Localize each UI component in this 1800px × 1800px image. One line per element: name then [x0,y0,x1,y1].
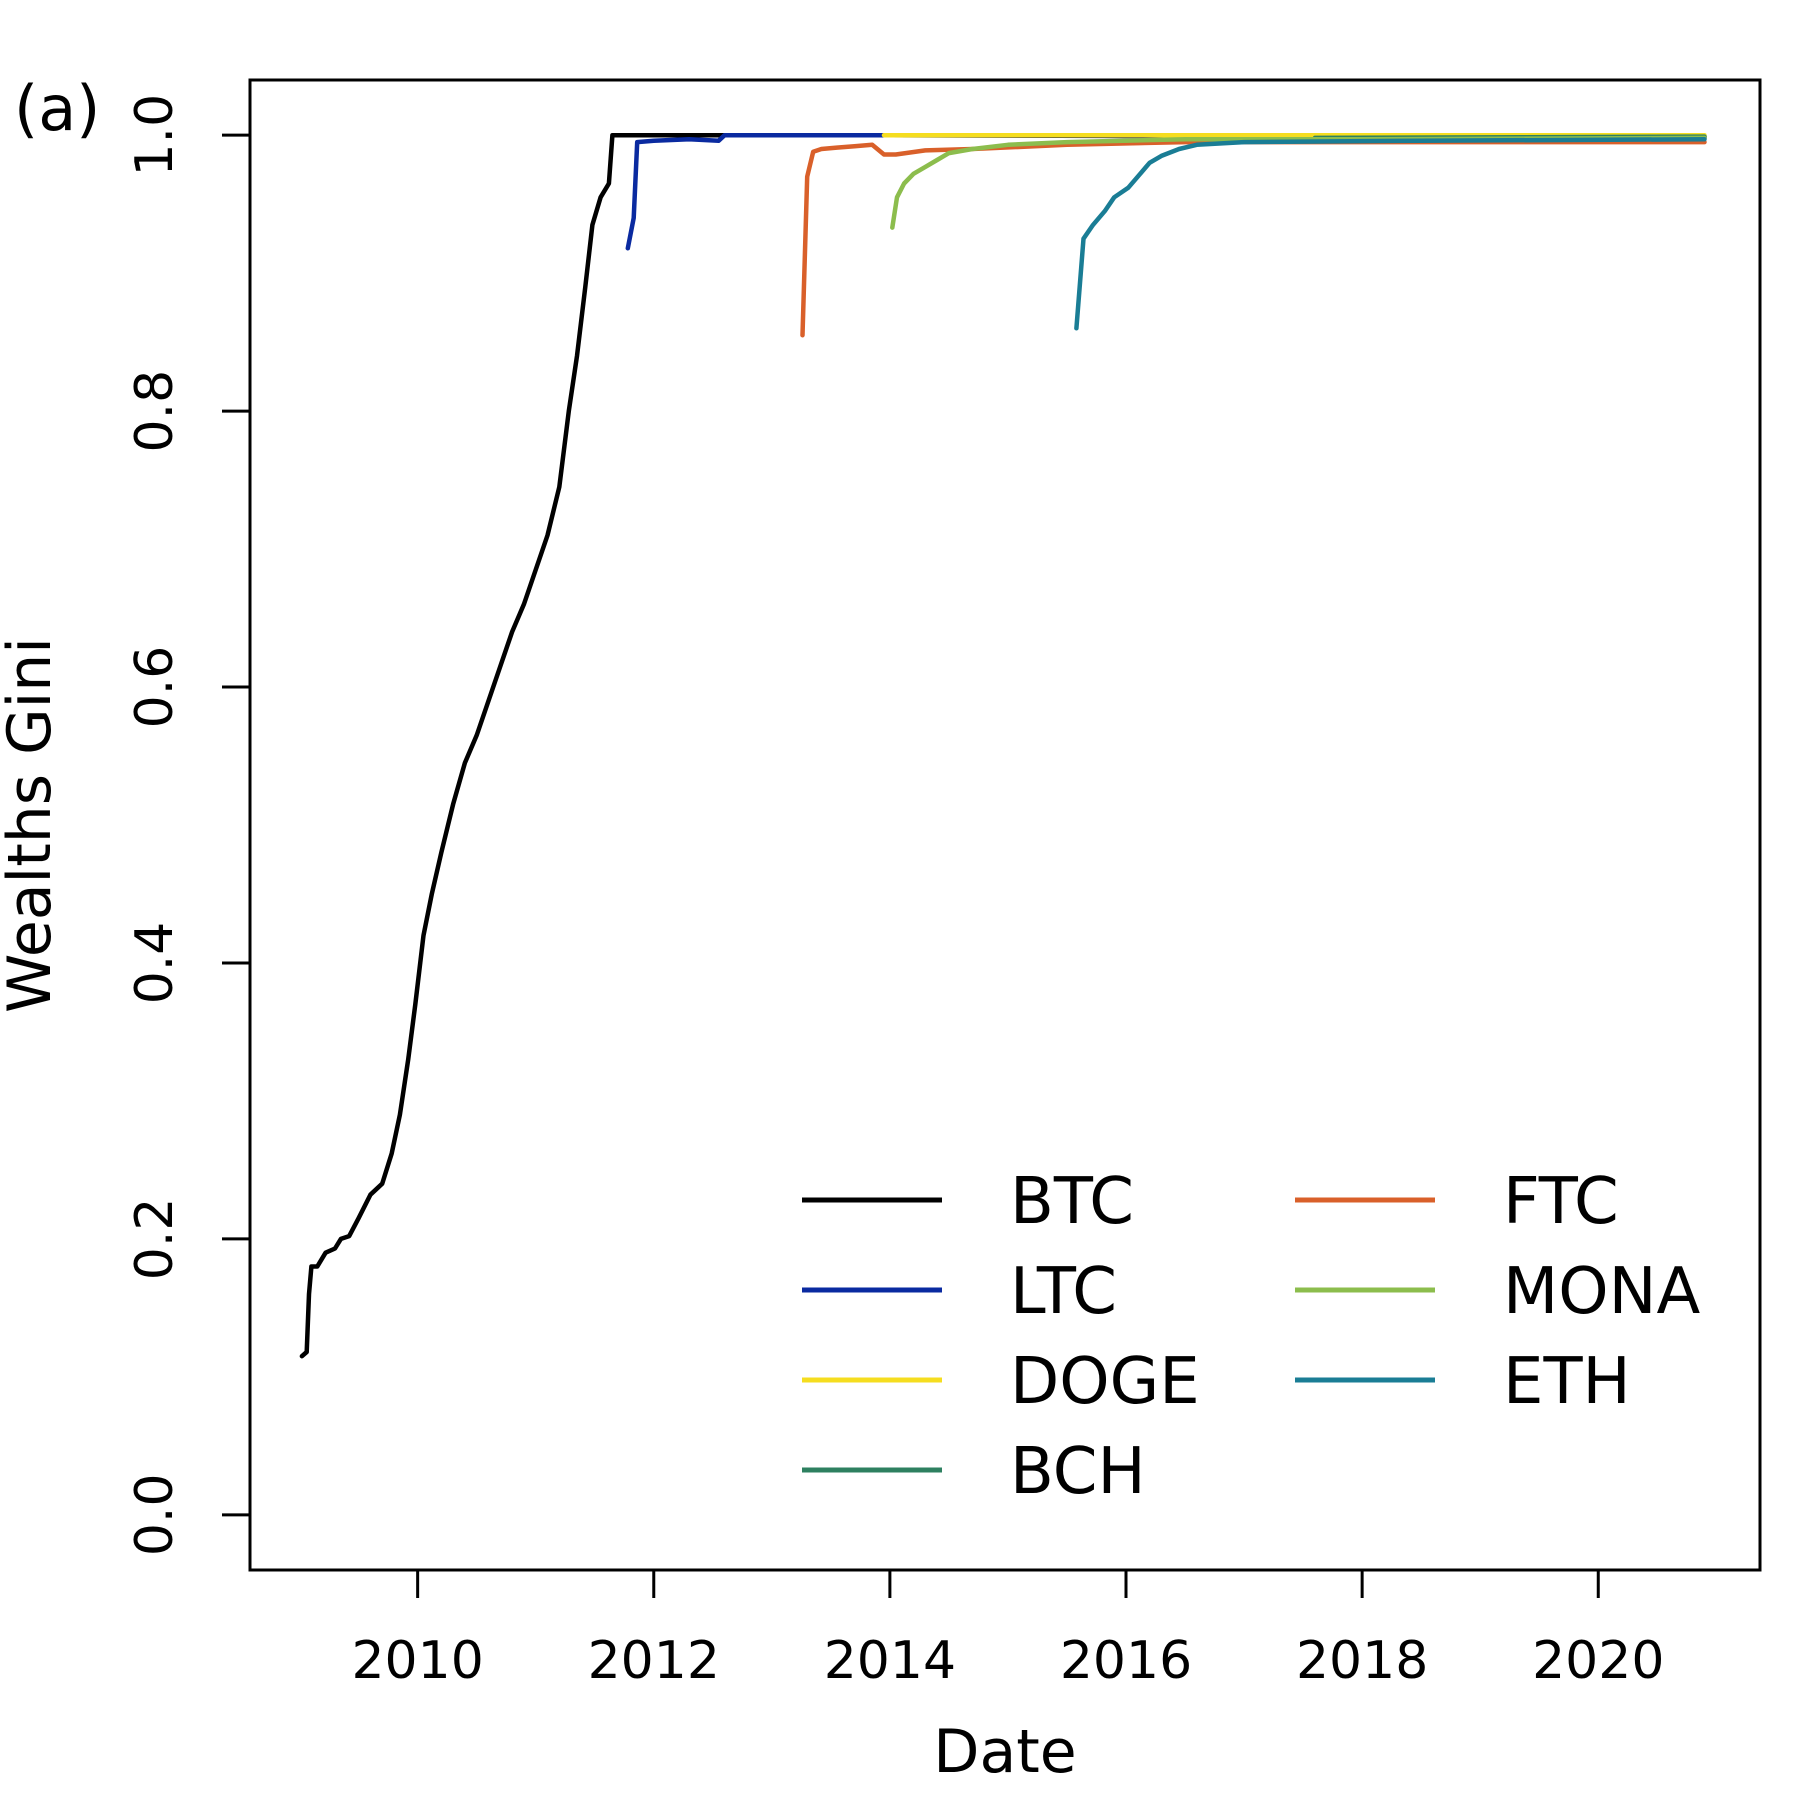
series-layer [299,132,1707,1359]
y-axis-title: Wealths Gini [0,637,65,1013]
legend-label-ftc: FTC [1503,1165,1619,1239]
legend-label-bch: BCH [1010,1435,1146,1509]
legend-label-mona: MONA [1503,1255,1700,1329]
x-tick-label-2020: 2020 [1532,1631,1664,1691]
x-tick-label-2018: 2018 [1296,1631,1428,1691]
series-line-btc [299,132,1707,1359]
x-tick-label-2016: 2016 [1060,1631,1192,1691]
legend-label-btc: BTC [1010,1165,1134,1239]
series-line-eth [1074,137,1707,331]
series-line-mona [890,135,1707,230]
plot-frame [248,78,1762,1572]
panel-label: (a) [14,72,100,145]
y-tick-label-0-8: 0.8 [125,370,185,453]
legend-label-doge: DOGE [1010,1345,1200,1419]
series-line-ltc [625,132,1707,251]
y-tick-label-0: 0.0 [125,1473,185,1556]
y-axis: 0.0 0.2 0.4 0.6 0.8 1.0 [125,94,250,1556]
x-axis: 2010 2012 2014 2016 2018 2020 [351,1570,1664,1691]
y-tick-label-1: 1.0 [125,94,185,177]
x-tick-label-2014: 2014 [824,1631,956,1691]
series-line-ftc [800,139,1707,338]
y-tick-label-0-2: 0.2 [125,1198,185,1281]
x-tick-label-2012: 2012 [588,1631,720,1691]
x-tick-label-2010: 2010 [351,1631,483,1691]
legend-label-eth: ETH [1503,1345,1631,1419]
x-axis-title: Date [933,1717,1076,1787]
y-tick-label-0-6: 0.6 [125,646,185,729]
legend-label-ltc: LTC [1010,1255,1117,1329]
legend: BTC LTC DOGE BCH FTC MONA ETH [802,1165,1700,1509]
y-tick-label-0-4: 0.4 [125,922,185,1005]
